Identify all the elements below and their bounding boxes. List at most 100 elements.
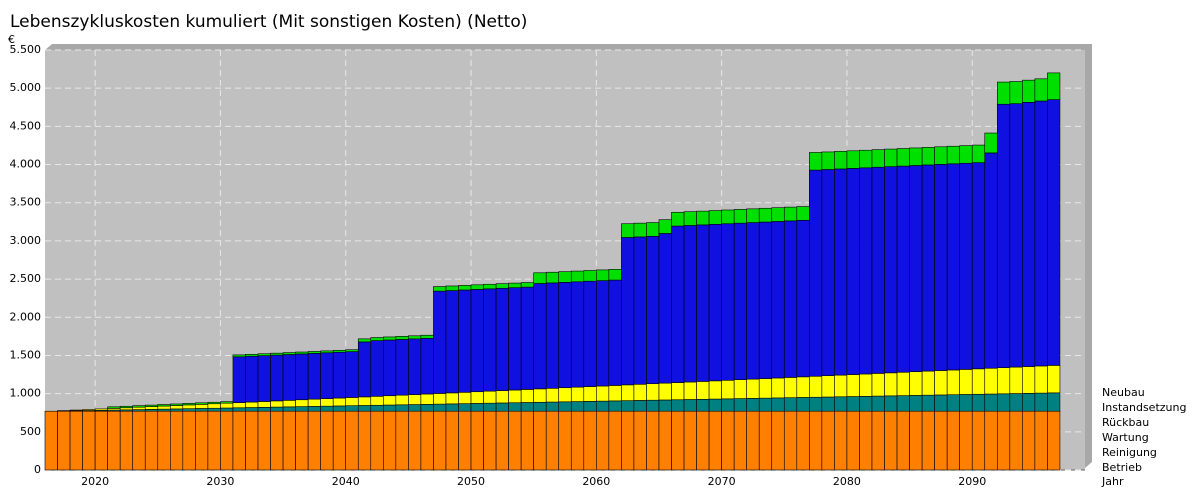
bar-segment xyxy=(721,209,735,225)
bar-segment xyxy=(433,290,447,394)
bar-segment xyxy=(596,410,610,471)
x-tick-label: 2030 xyxy=(206,475,234,488)
bar-segment xyxy=(295,353,309,401)
bar-segment xyxy=(257,410,271,471)
bar-segment xyxy=(195,402,209,405)
bar-segment xyxy=(282,406,296,412)
bar-segment xyxy=(245,354,259,357)
bar-segment xyxy=(295,399,309,407)
bar-segment xyxy=(270,354,284,402)
bar-segment xyxy=(395,336,409,340)
bar-segment xyxy=(821,169,835,376)
legend-label: Reinigung xyxy=(1102,446,1157,459)
bar-segment xyxy=(245,401,259,408)
bar-segment xyxy=(909,395,923,412)
bar-segment xyxy=(996,410,1011,471)
bar-segment xyxy=(558,387,572,403)
bar-segment xyxy=(984,367,998,395)
bar-segment xyxy=(207,407,221,412)
bar-segment xyxy=(44,410,58,471)
bar-segment xyxy=(934,394,948,412)
bar-segment xyxy=(621,237,635,386)
bar-segment xyxy=(658,410,672,471)
bar-segment xyxy=(809,410,823,471)
bar-segment xyxy=(1047,410,1061,471)
bar-segment xyxy=(1034,100,1048,367)
chart-title: Lebenszykluskosten kumuliert (Mit sonsti… xyxy=(10,12,527,32)
bar-segment xyxy=(921,410,935,471)
bar-segment xyxy=(295,351,309,355)
bar-segment xyxy=(783,220,798,378)
y-tick-label: 4.000 xyxy=(10,158,42,171)
bar-segment xyxy=(896,148,910,167)
bar-segment xyxy=(520,282,534,288)
bar-segment xyxy=(408,338,422,395)
bar-segment xyxy=(483,390,497,404)
bar-segment xyxy=(570,410,585,471)
bar-segment xyxy=(921,164,935,372)
bar-segment xyxy=(558,282,572,389)
bar-segment xyxy=(596,280,610,387)
bar-segment xyxy=(495,410,509,471)
bar-segment xyxy=(783,206,798,222)
bar-segment xyxy=(758,221,773,379)
bar-segment xyxy=(583,280,597,387)
bar-segment xyxy=(395,404,409,412)
bar-segment xyxy=(520,410,534,471)
bar-segment xyxy=(859,373,873,397)
bar-segment xyxy=(257,407,271,412)
bar-segment xyxy=(608,410,622,471)
bar-segment xyxy=(909,147,923,166)
bar-segment xyxy=(821,151,835,170)
y-tick-label: 1.500 xyxy=(10,348,42,361)
bar-segment xyxy=(746,208,760,223)
bar-segment xyxy=(420,404,434,412)
bar-segment xyxy=(345,351,359,398)
bar-segment xyxy=(220,402,234,409)
bar-segment xyxy=(834,410,848,471)
bar-segment xyxy=(971,410,986,471)
bar-segment xyxy=(834,151,848,170)
bar-segment xyxy=(884,148,898,167)
bar-segment xyxy=(195,404,209,409)
bar-segment xyxy=(383,339,397,397)
bar-segment xyxy=(733,222,747,380)
bar-segment xyxy=(821,396,835,412)
bar-segment xyxy=(646,383,660,401)
bar-segment xyxy=(144,410,159,471)
bar-segment xyxy=(658,219,672,234)
bar-segment xyxy=(658,382,672,401)
bar-segment xyxy=(959,145,973,164)
bar-segment xyxy=(520,389,534,403)
bar-segment xyxy=(846,374,860,397)
x-tick-label: 2040 xyxy=(332,475,360,488)
bar-segment xyxy=(809,169,823,377)
bar-segment xyxy=(909,410,923,471)
bar-segment xyxy=(307,398,321,407)
bar-segment xyxy=(357,338,372,343)
bar-segment xyxy=(295,406,309,412)
bar-segment xyxy=(671,382,685,401)
bar-segment xyxy=(445,392,459,405)
bar-segment xyxy=(771,410,785,471)
bar-segment xyxy=(1022,410,1036,471)
bar-segment xyxy=(508,389,522,404)
bar-segment xyxy=(270,406,284,412)
bar-segment xyxy=(959,410,973,471)
bar-segment xyxy=(445,285,459,291)
bar-segment xyxy=(683,225,697,383)
bar-segment xyxy=(821,375,835,398)
bar-segment xyxy=(408,404,422,412)
bar-segment xyxy=(470,410,484,471)
bar-segment xyxy=(946,394,960,412)
bar-segment xyxy=(783,397,798,412)
bar-segment xyxy=(257,401,271,408)
bar-segment xyxy=(608,269,622,281)
bar-segment xyxy=(708,410,722,471)
y-tick-label: 4.500 xyxy=(10,119,42,132)
bar-segment xyxy=(508,402,522,412)
bar-segment xyxy=(119,405,134,409)
bar-segment xyxy=(796,410,810,471)
bar-segment xyxy=(708,210,722,225)
bar-segment xyxy=(871,410,885,471)
